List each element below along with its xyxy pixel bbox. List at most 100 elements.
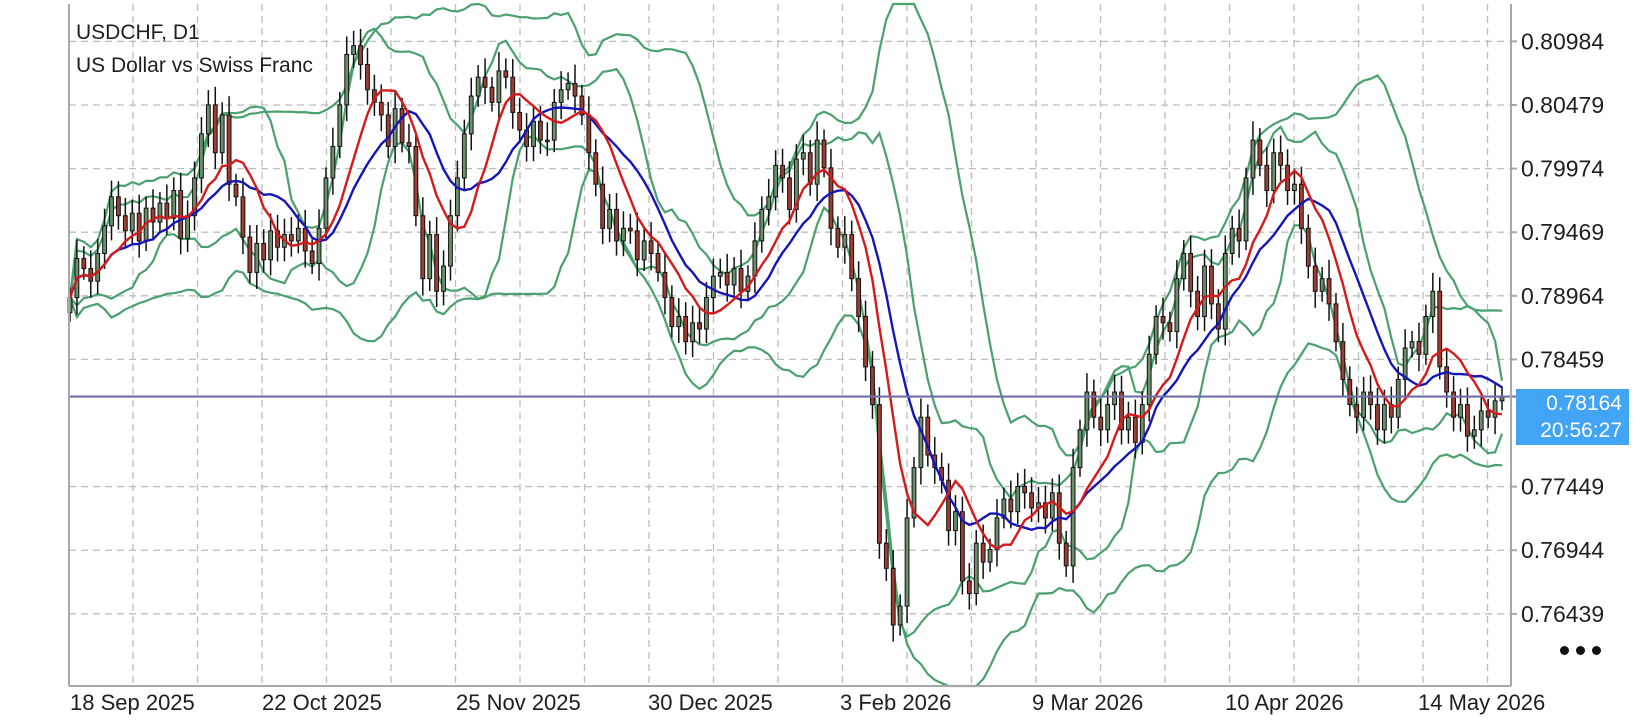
candle	[766, 178, 772, 226]
candle	[531, 104, 536, 162]
candle	[1126, 401, 1131, 444]
bollinger-upper-outer	[68, 2, 1503, 457]
candle-body	[724, 271, 730, 286]
candle-body	[261, 242, 267, 261]
candle	[503, 58, 509, 89]
price-tick-label: 0.80479	[1521, 92, 1604, 118]
more-horizontal-icon[interactable]	[1558, 640, 1606, 660]
candle-body	[1423, 315, 1429, 355]
candle-body	[302, 227, 308, 252]
candle	[1444, 349, 1450, 408]
candle	[268, 213, 274, 276]
candle-body	[1236, 227, 1242, 242]
candle	[122, 198, 128, 247]
candle	[1423, 304, 1429, 365]
candle-body	[330, 145, 336, 179]
candle-body	[807, 152, 813, 185]
candle-body	[489, 86, 495, 103]
candle-body	[95, 252, 101, 282]
candle	[1471, 415, 1477, 449]
candle	[1312, 247, 1318, 308]
candle	[883, 529, 889, 581]
candle-body	[953, 511, 958, 532]
candle	[1319, 267, 1325, 302]
candle-body	[1333, 303, 1339, 343]
candle	[676, 298, 682, 343]
candle-body	[641, 240, 647, 261]
current-price-value: 0.78164	[1546, 392, 1622, 415]
candle-body	[413, 145, 419, 217]
candle-body	[1361, 391, 1367, 418]
candle-body	[572, 82, 578, 97]
candle	[116, 181, 121, 230]
candle-body	[1105, 404, 1111, 431]
candle-body	[538, 120, 543, 141]
candle	[1070, 448, 1076, 583]
candle-body	[344, 53, 350, 106]
candle-body	[531, 120, 536, 147]
candle-body	[254, 242, 260, 273]
candle-body	[1292, 183, 1297, 192]
candle-body	[980, 542, 986, 563]
candle-body	[102, 225, 107, 254]
candle-body	[178, 190, 184, 239]
candle	[219, 102, 225, 165]
candle	[1043, 485, 1048, 534]
candle-body	[1119, 391, 1124, 431]
candle-body	[759, 208, 765, 242]
candle-body	[690, 322, 696, 343]
candle-body	[1465, 404, 1470, 437]
candle-body	[814, 139, 820, 185]
candle	[572, 64, 578, 114]
price-tick-label: 0.79974	[1521, 156, 1604, 182]
candle	[621, 211, 626, 257]
candle-body	[697, 322, 702, 330]
candle-body	[655, 252, 661, 273]
candle	[406, 123, 412, 164]
candle	[960, 496, 965, 595]
candle-body	[1416, 341, 1422, 355]
candle	[773, 150, 779, 211]
candle	[925, 404, 931, 467]
candle	[565, 72, 571, 100]
candle-body	[1063, 542, 1069, 567]
candle	[579, 84, 585, 126]
candle	[1188, 235, 1194, 308]
candle-body	[586, 114, 592, 154]
candlestick-series	[67, 28, 1505, 642]
candle	[275, 214, 280, 262]
candle	[1008, 480, 1014, 529]
candle	[468, 77, 474, 151]
candle-body	[1112, 391, 1118, 406]
bollinger-lower-outer	[68, 168, 1503, 688]
candle	[662, 253, 668, 315]
candle-body	[1015, 485, 1021, 513]
candle	[192, 161, 197, 231]
candle-body	[669, 297, 675, 328]
date-tick-label: 25 Nov 2025	[456, 690, 581, 715]
candle	[731, 257, 737, 296]
candle-body	[164, 202, 170, 219]
candle	[247, 225, 253, 284]
candle	[1084, 373, 1090, 447]
candle	[185, 200, 191, 253]
candle	[1195, 275, 1201, 331]
candle-body	[1368, 391, 1373, 406]
candle	[710, 258, 716, 314]
candle-body	[171, 190, 177, 219]
candle	[358, 28, 363, 80]
candle	[316, 209, 322, 281]
candle-body	[136, 212, 142, 242]
candle-body	[316, 227, 322, 265]
candle-body	[1354, 404, 1360, 418]
candle	[634, 212, 640, 277]
moving-averages	[68, 89, 1503, 551]
candle	[1174, 260, 1180, 349]
candle	[614, 193, 619, 256]
candle-body	[1084, 391, 1090, 431]
bollinger-lower-inner	[69, 134, 1504, 639]
candle-body	[81, 258, 87, 270]
candle-body	[966, 580, 972, 595]
